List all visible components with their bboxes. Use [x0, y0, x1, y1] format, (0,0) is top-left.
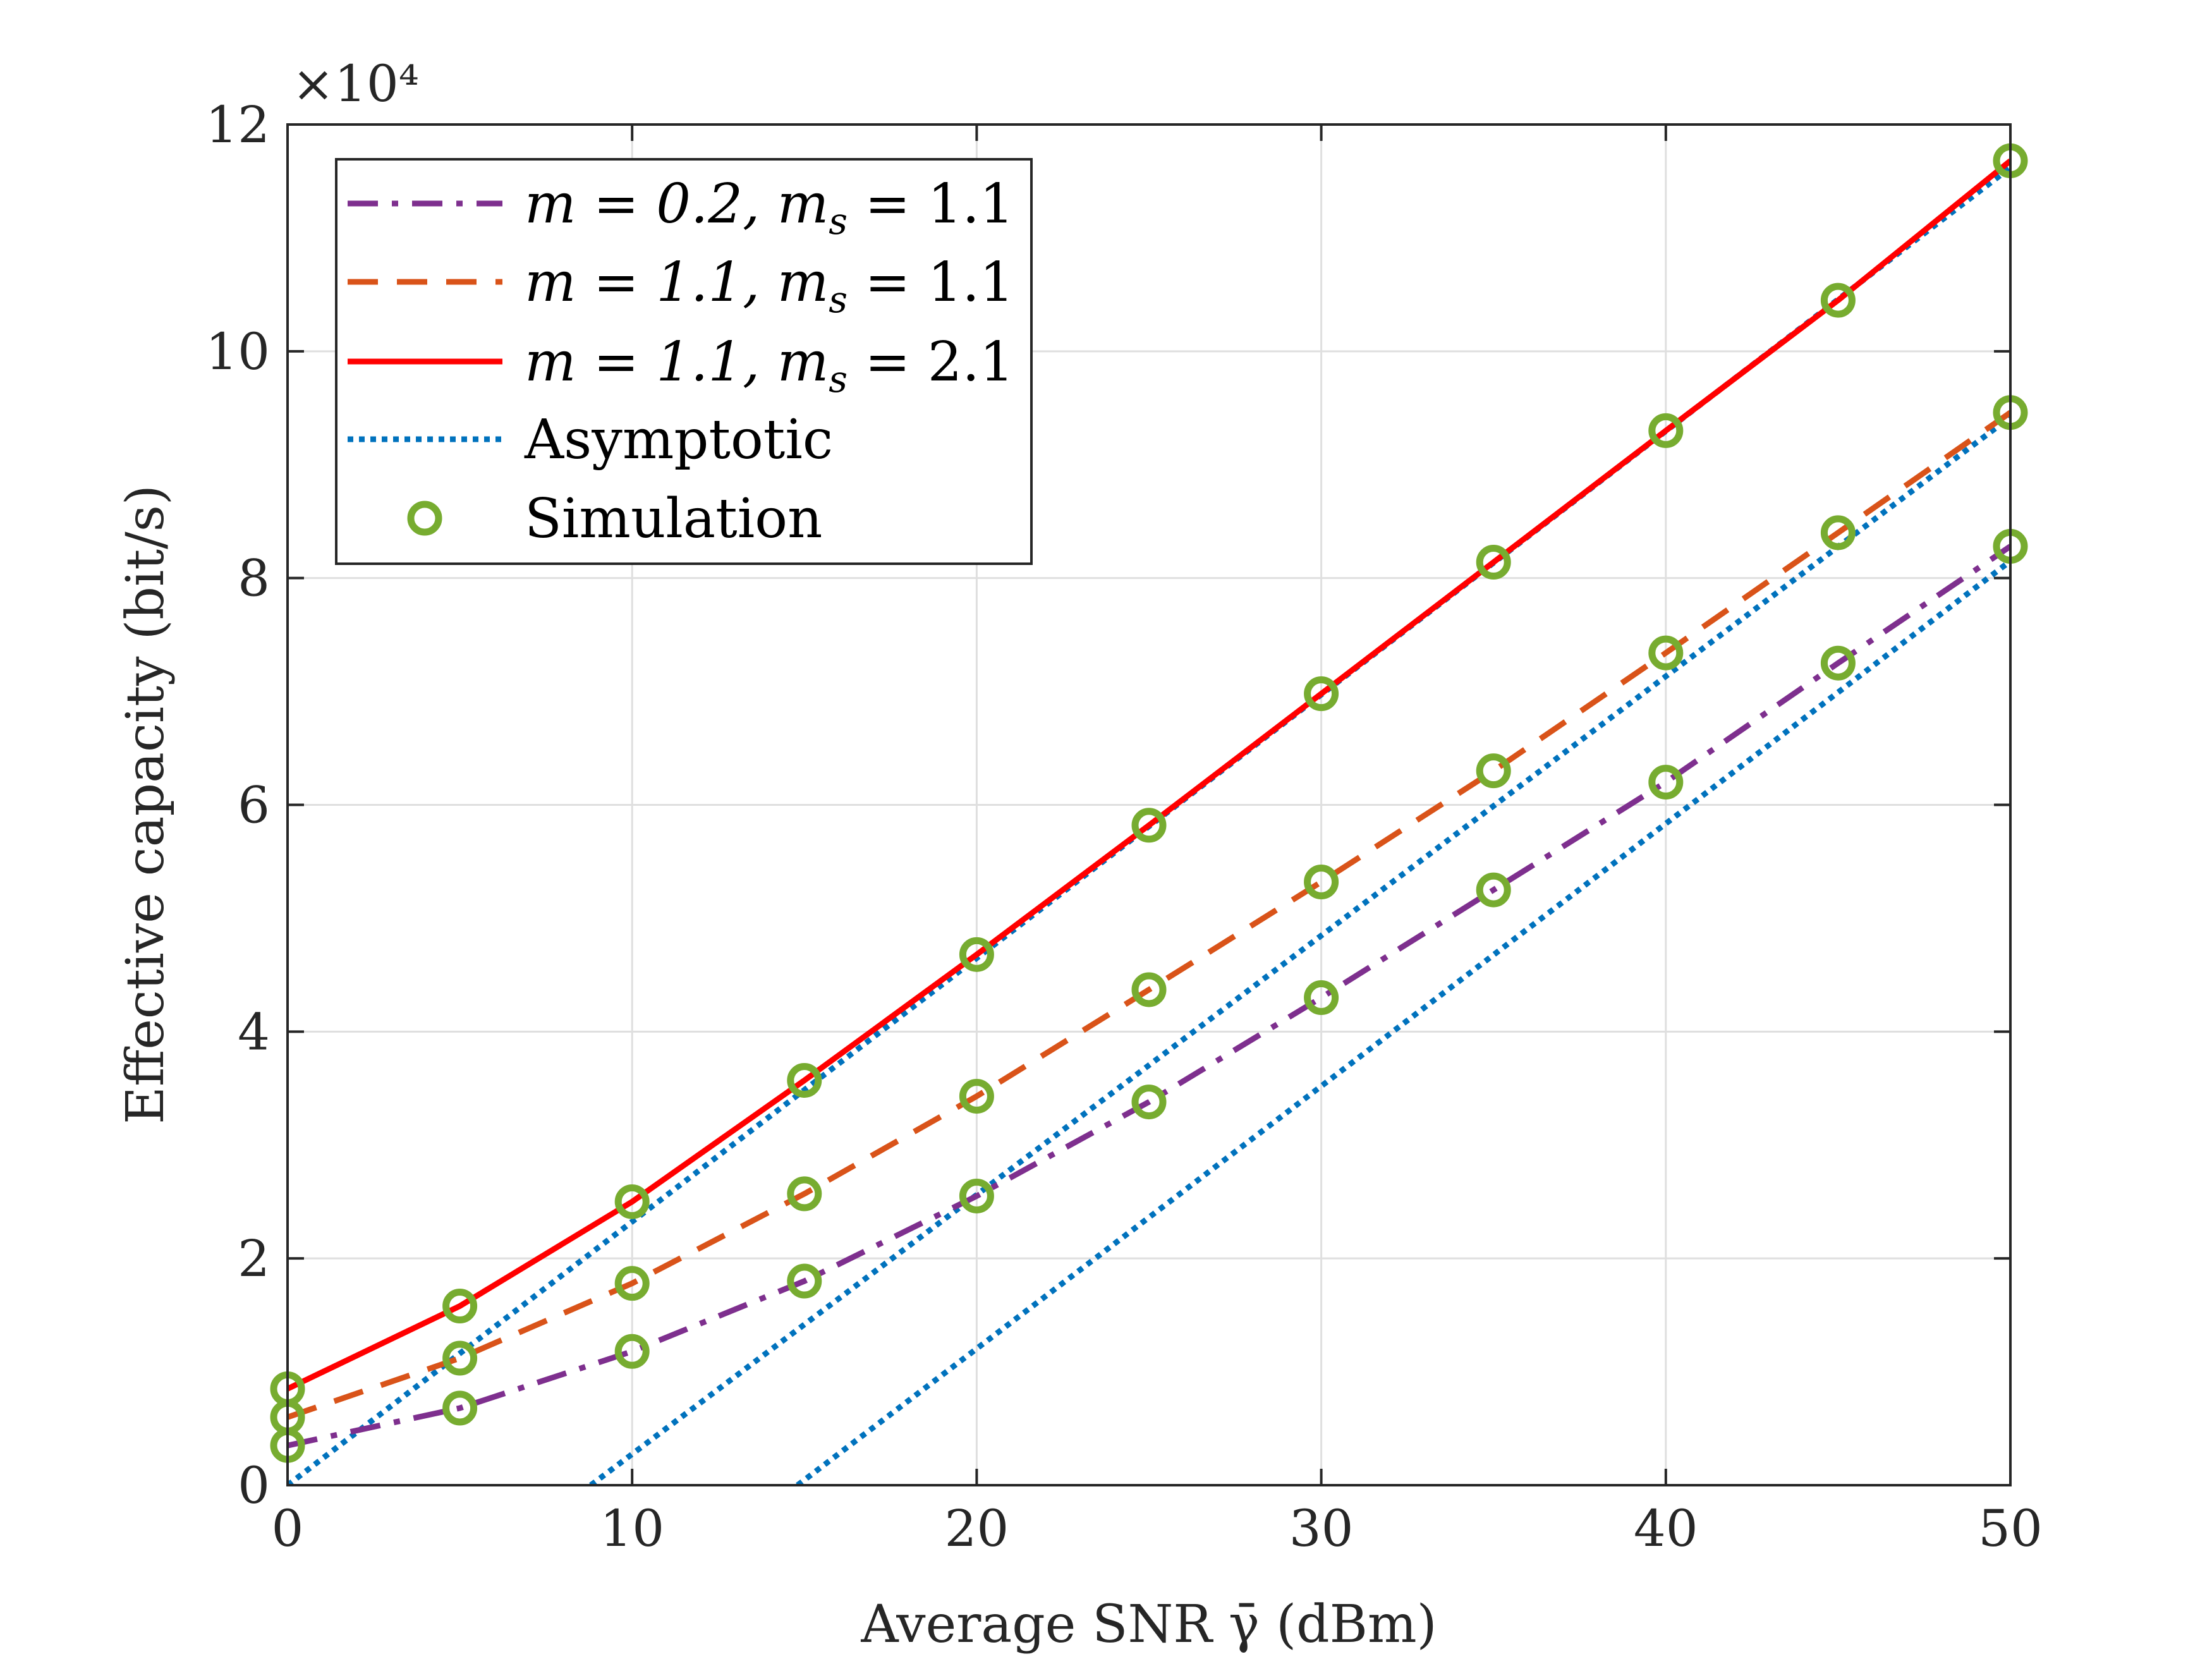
- simulation-point: [442, 1390, 478, 1426]
- legend-swatch-simulation: [407, 501, 442, 536]
- x-tick-label: 50: [1978, 1499, 2043, 1558]
- simulation-point: [614, 1266, 650, 1301]
- simulation-point: [787, 1176, 822, 1212]
- axes: [286, 123, 2012, 1486]
- simulation-point: [787, 1263, 822, 1299]
- simulation-point: [1304, 980, 1339, 1016]
- x-tick-label: 20: [945, 1499, 1009, 1558]
- legend-label-series-0: m = 0.2, ms = 1.1: [525, 173, 1014, 243]
- simulation-point: [1648, 635, 1684, 671]
- simulation-point: [1304, 865, 1339, 900]
- simulation-point: [1476, 872, 1511, 908]
- simulation-point: [1131, 808, 1167, 843]
- simulation-point: [442, 1289, 478, 1324]
- y-tick-label: 0: [238, 1456, 270, 1515]
- y-tick-label: 8: [238, 549, 270, 608]
- simulation-point: [1820, 283, 1856, 318]
- simulation-point: [614, 1334, 650, 1369]
- y-tick-label: 6: [238, 776, 270, 835]
- legend-label-simulation: Simulation: [525, 487, 822, 550]
- x-tick-label: 0: [272, 1499, 304, 1558]
- simulation-point: [959, 1178, 994, 1213]
- x-tick-label: 40: [1634, 1499, 1698, 1558]
- x-tick-label: 30: [1289, 1499, 1354, 1558]
- simulation-point: [1820, 645, 1856, 681]
- series-line-2: [288, 158, 2010, 1392]
- simulation-point: [1648, 765, 1684, 800]
- simulation-point: [1476, 545, 1511, 580]
- y-axis-title: Effective capacity (bit/s): [116, 485, 176, 1124]
- simulation-point: [1820, 515, 1856, 550]
- series-line-0: [288, 544, 2010, 1449]
- simulation-point: [959, 937, 994, 972]
- y-multiplier-label: ×10⁴: [292, 54, 419, 113]
- simulation-point: [1131, 1085, 1167, 1120]
- x-tick-label: 10: [600, 1499, 664, 1558]
- simulation-point: [1476, 753, 1511, 789]
- simulation-point: [1304, 676, 1339, 712]
- y-tick-label: 12: [205, 95, 270, 154]
- y-tick-label: 10: [205, 322, 270, 381]
- simulation-point: [787, 1062, 822, 1098]
- asymptotic-line-2: [796, 559, 2010, 1485]
- legend-label-series-1: m = 1.1, ms = 1.1: [525, 251, 1014, 321]
- series-line-1: [288, 410, 2010, 1420]
- legend-label-asymptotic: Asymptotic: [524, 408, 833, 471]
- legend-label-series-2: m = 1.1, ms = 2.1: [525, 331, 1014, 401]
- simulation-point: [614, 1184, 650, 1219]
- tick-labels: 0 10 20 30 40 50 0 2 4 6 8 10 12: [205, 95, 2043, 1558]
- y-tick-label: 2: [238, 1229, 270, 1288]
- plot-lines: [288, 158, 2010, 1485]
- asymptotic-line-1: [589, 415, 2010, 1485]
- legend: m = 0.2, ms = 1.1 m = 1.1, ms = 1.1 m = …: [335, 158, 1033, 565]
- simulation-point: [1131, 972, 1167, 1007]
- simulation-point: [959, 1079, 994, 1114]
- x-axis-title: Average SNR γ̄ (dBm): [860, 1595, 1437, 1655]
- grid: [286, 123, 2012, 1486]
- y-tick-label: 4: [238, 1002, 270, 1061]
- simulation-point: [442, 1340, 478, 1376]
- simulation-point: [1648, 413, 1684, 448]
